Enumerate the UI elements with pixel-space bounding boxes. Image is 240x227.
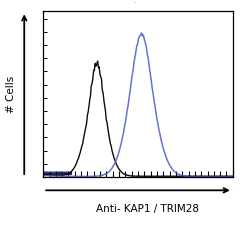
Text: ·: · [133, 0, 135, 6]
Text: # Cells: # Cells [6, 76, 16, 113]
Text: Anti- KAP1 / TRIM28: Anti- KAP1 / TRIM28 [96, 204, 199, 214]
